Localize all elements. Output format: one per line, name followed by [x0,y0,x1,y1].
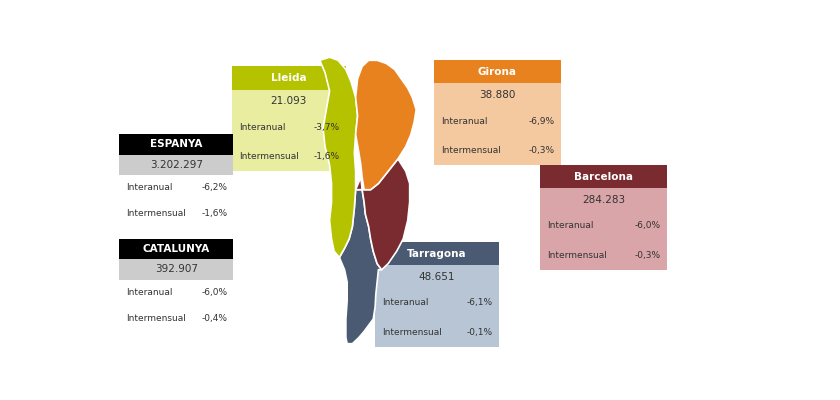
Text: 38.880: 38.880 [479,90,516,100]
FancyBboxPatch shape [375,242,499,265]
FancyBboxPatch shape [232,112,346,142]
FancyBboxPatch shape [119,259,234,280]
FancyBboxPatch shape [433,83,561,106]
Text: Lleida: Lleida [271,73,307,83]
Polygon shape [355,159,410,270]
Text: Interanual: Interanual [239,123,286,132]
Text: CATALUNYA: CATALUNYA [143,244,210,254]
Text: Interanual: Interanual [382,298,429,307]
Text: -1,6%: -1,6% [202,209,228,218]
Text: -6,2%: -6,2% [202,183,228,192]
Text: Intermensual: Intermensual [239,152,299,161]
FancyBboxPatch shape [433,60,561,83]
Polygon shape [355,60,416,190]
Text: -0,4%: -0,4% [202,314,228,323]
Text: 392.907: 392.907 [155,264,197,274]
FancyBboxPatch shape [433,106,561,136]
Text: Interanual: Interanual [441,116,488,126]
Text: ESPANYA: ESPANYA [150,140,202,150]
Text: 21.093: 21.093 [270,96,307,106]
FancyBboxPatch shape [540,165,667,188]
Text: 284.283: 284.283 [582,194,625,204]
Text: -3,7%: -3,7% [314,123,340,132]
FancyBboxPatch shape [119,134,234,154]
Text: Intermensual: Intermensual [126,209,186,218]
FancyBboxPatch shape [540,240,667,270]
Polygon shape [320,57,358,258]
FancyBboxPatch shape [540,211,667,240]
Text: Interanual: Interanual [548,221,594,230]
Text: Intermensual: Intermensual [548,250,607,260]
FancyBboxPatch shape [119,239,234,259]
FancyBboxPatch shape [232,66,346,90]
Text: 3.202.297: 3.202.297 [150,160,202,170]
Text: Interanual: Interanual [126,183,173,192]
Text: Barcelona: Barcelona [574,172,633,182]
FancyBboxPatch shape [232,90,346,112]
Text: -0,1%: -0,1% [466,328,493,336]
Text: Girona: Girona [478,67,517,77]
Text: -0,3%: -0,3% [634,250,660,260]
Text: 48.651: 48.651 [419,272,455,282]
Text: -0,3%: -0,3% [528,146,554,155]
FancyBboxPatch shape [540,188,667,211]
FancyBboxPatch shape [119,154,234,175]
FancyBboxPatch shape [375,265,499,288]
FancyBboxPatch shape [375,288,499,318]
Text: Intermensual: Intermensual [126,314,186,323]
Text: -6,1%: -6,1% [466,298,493,307]
Text: Intermensual: Intermensual [382,328,443,336]
Text: Intermensual: Intermensual [441,146,501,155]
Text: -1,6%: -1,6% [314,152,340,161]
Text: -6,0%: -6,0% [634,221,660,230]
FancyBboxPatch shape [375,318,499,347]
Text: Tarragona: Tarragona [407,248,467,258]
FancyBboxPatch shape [433,136,561,165]
Text: -6,9%: -6,9% [528,116,554,126]
Text: Interanual: Interanual [126,288,173,297]
FancyBboxPatch shape [232,142,346,171]
Text: -6,0%: -6,0% [202,288,228,297]
Polygon shape [334,190,381,344]
